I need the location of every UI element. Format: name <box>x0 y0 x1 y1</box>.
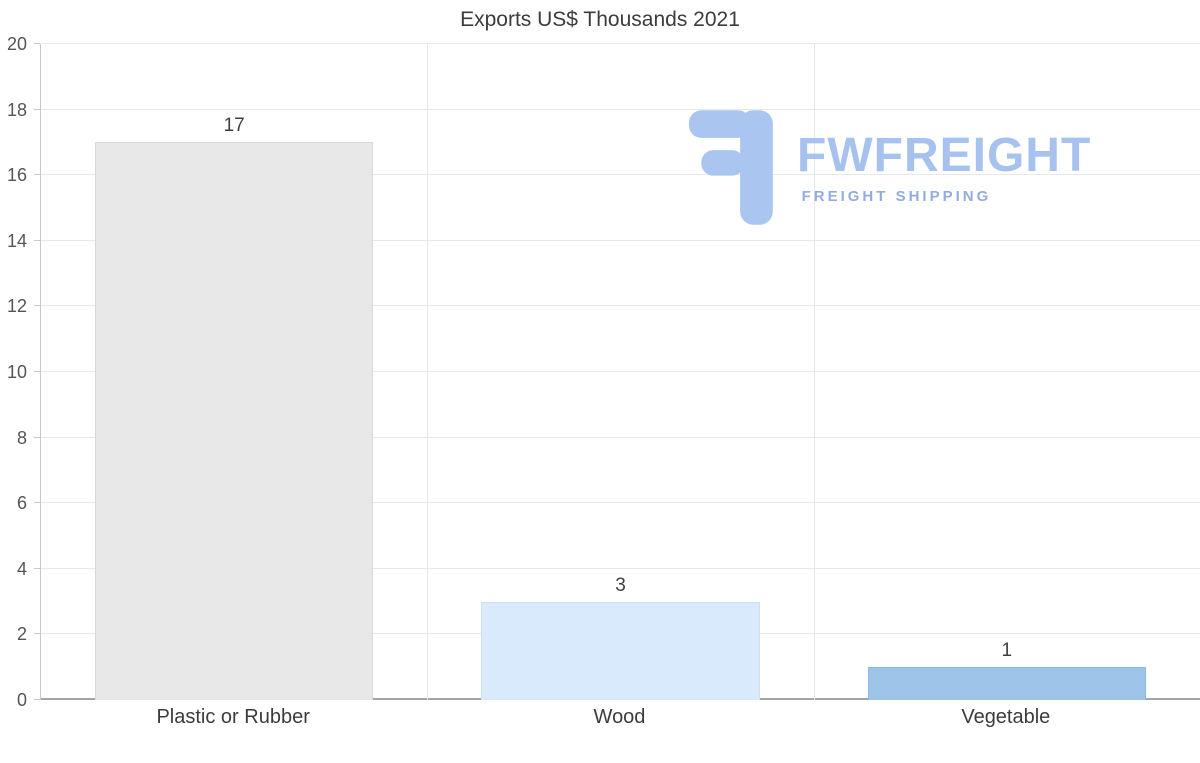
y-tick-mark <box>34 305 40 307</box>
y-tick-label: 2 <box>16 624 27 645</box>
y-gridline <box>41 371 1200 372</box>
bar-columns: 17 3 1 <box>41 44 1200 700</box>
y-gridline <box>41 108 1200 110</box>
bar-column: 17 <box>41 44 427 700</box>
bar-vegetable: 1 <box>867 640 1146 700</box>
y-gridline <box>41 567 1200 569</box>
x-category-label: Plastic or Rubber <box>156 706 310 728</box>
plot-area: 17 3 1 FWFREIGHT FREIGHT SHIPPING <box>40 43 1200 700</box>
y-tick-mark <box>34 371 40 372</box>
bar-column: 3 <box>427 44 813 700</box>
y-tick-mark <box>34 567 40 569</box>
y-gridline <box>41 305 1200 307</box>
x-axis-labels: Plastic or Rubber Wood Vegetable <box>40 706 1199 729</box>
bar-value-label: 1 <box>1001 640 1013 662</box>
bar-wood: 3 <box>481 575 760 700</box>
y-tick-mark <box>34 436 40 438</box>
bar-value-label: 3 <box>615 574 626 596</box>
y-axis: 0 2 4 6 8 10 12 14 16 18 20 <box>0 35 40 709</box>
y-gridline <box>41 43 1200 44</box>
bar-column: 1 <box>814 44 1200 700</box>
fwfreight-logo-icon <box>689 110 773 225</box>
y-tick-label: 12 <box>6 296 27 317</box>
bar-plastic-or-rubber: 17 <box>95 115 374 700</box>
y-tick-label: 0 <box>16 690 27 710</box>
fwfreight-logo-text: FWFREIGHT FREIGHT SHIPPING <box>797 129 1092 206</box>
y-tick-label: 18 <box>6 99 27 120</box>
y-tick-label: 16 <box>6 165 27 186</box>
y-tick-mark <box>34 699 40 700</box>
y-tick-label: 6 <box>16 493 27 514</box>
category-separator-line <box>427 44 429 700</box>
category-separator-line <box>813 44 815 700</box>
y-gridline <box>41 436 1200 438</box>
y-tick-label: 10 <box>6 362 27 382</box>
x-category-label: Wood <box>593 706 646 728</box>
y-tick-label: 4 <box>16 558 27 579</box>
y-gridline <box>41 502 1200 504</box>
x-category-label: Vegetable <box>961 706 1051 728</box>
fwfreight-logo-wordmark: FWFREIGHT <box>797 129 1092 182</box>
fwfreight-logo-tagline: FREIGHT SHIPPING <box>801 188 992 205</box>
fwfreight-watermark: FWFREIGHT FREIGHT SHIPPING <box>689 110 1091 225</box>
y-tick-label: 20 <box>6 34 27 54</box>
y-tick-mark <box>34 239 40 241</box>
y-tick-label: 14 <box>6 230 27 251</box>
y-gridline <box>41 174 1200 176</box>
y-tick-mark <box>34 502 40 504</box>
chart-title: Exports US$ Thousands 2021 <box>460 8 740 31</box>
y-tick-mark <box>34 108 40 110</box>
y-tick-mark <box>34 43 40 44</box>
y-tick-mark <box>34 174 40 176</box>
y-gridline <box>41 239 1200 241</box>
y-tick-label: 8 <box>16 427 27 448</box>
y-tick-mark <box>34 633 40 635</box>
bar-value-label: 17 <box>223 115 245 137</box>
